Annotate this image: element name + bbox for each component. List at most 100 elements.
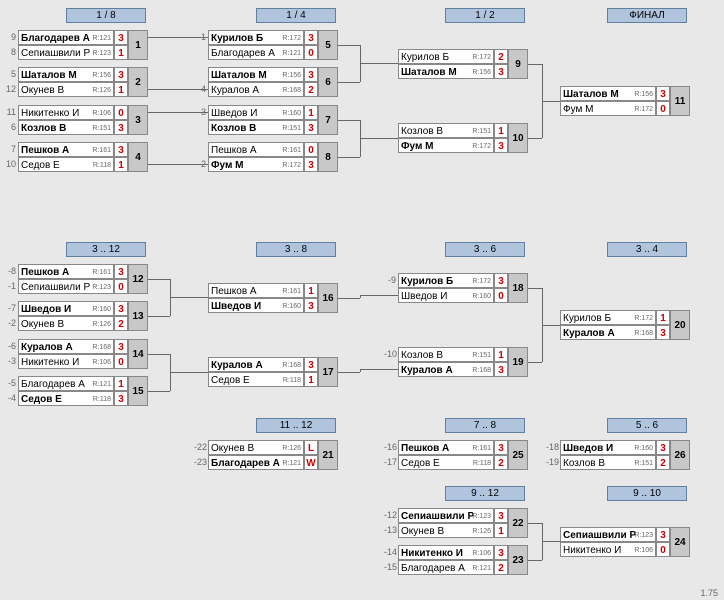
player-rating: R:156 xyxy=(282,68,301,82)
match: 710Пешков АR:1613Седов ЕR:11814 xyxy=(18,142,148,172)
player-rating: R:156 xyxy=(92,68,111,82)
match-id: 6 xyxy=(318,67,338,97)
player-score: 3 xyxy=(304,298,318,313)
seed-bottom: -4 xyxy=(4,393,16,403)
player-score: 3 xyxy=(494,273,508,288)
player-rating: R:118 xyxy=(93,392,111,406)
player-name: Сепиашвили РR:123 xyxy=(560,527,656,542)
player-score: 3 xyxy=(114,67,128,82)
seed-top: -14 xyxy=(384,547,396,557)
round-header: 3 .. 6 xyxy=(445,242,525,257)
bracket-line xyxy=(148,316,170,317)
player-score: 2 xyxy=(656,455,670,470)
player-score: 3 xyxy=(494,508,508,523)
match-id: 21 xyxy=(318,440,338,470)
bracket-line xyxy=(528,288,542,289)
player-score: 3 xyxy=(114,391,128,406)
bracket-line xyxy=(338,82,360,83)
seed-top: 11 xyxy=(4,107,16,117)
seed-bottom: -23 xyxy=(194,457,206,467)
match-id: 26 xyxy=(670,440,690,470)
round-header: 3 .. 8 xyxy=(256,242,336,257)
player-name: Пешков АR:161 xyxy=(398,440,494,455)
player-name: Пешков АR:161 xyxy=(208,142,304,157)
player-rating: R:172 xyxy=(472,139,491,153)
round-header: ФИНАЛ xyxy=(607,8,687,23)
match-id: 18 xyxy=(508,273,528,303)
player-rating: R:160 xyxy=(472,289,491,303)
player-name: Куралов АR:168 xyxy=(208,82,304,97)
player-name: Шведов ИR:160 xyxy=(560,440,656,455)
match-id: 15 xyxy=(128,376,148,406)
player-name: Никитенко ИR:106 xyxy=(560,542,656,557)
player-score: 2 xyxy=(494,560,508,575)
player-score: 1 xyxy=(656,310,670,325)
player-name: Никитенко ИR:106 xyxy=(398,545,494,560)
player-score: 0 xyxy=(494,288,508,303)
player-rating: R:161 xyxy=(92,143,111,157)
player-rating: R:168 xyxy=(634,326,653,340)
player-name: Шведов ИR:160 xyxy=(208,298,304,313)
player-rating: R:151 xyxy=(634,456,653,470)
bracket-line xyxy=(148,164,208,165)
player-name: Седов ЕR:118 xyxy=(18,157,114,172)
match: -8-1Пешков АR:1613Сепиашвили РR:123012 xyxy=(18,264,148,294)
player-name: Шведов ИR:160 xyxy=(18,301,114,316)
seed-top: -18 xyxy=(546,442,558,452)
player-name: Куралов АR:168 xyxy=(208,357,304,372)
match: Сепиашвили РR:1233Никитенко ИR:106024 xyxy=(560,527,690,557)
player-name: Седов ЕR:118 xyxy=(398,455,494,470)
player-score: 3 xyxy=(304,120,318,135)
player-name: Пешков АR:161 xyxy=(18,264,114,279)
player-rating: R:123 xyxy=(634,528,653,542)
player-rating: R:106 xyxy=(472,546,491,560)
bracket-line xyxy=(360,63,398,64)
match-id: 22 xyxy=(508,508,528,538)
player-name: Благодарев АR:121 xyxy=(18,376,114,391)
player-name: Шаталов МR:156 xyxy=(18,67,114,82)
round-header: 7 .. 8 xyxy=(445,418,525,433)
match: 1Курилов БR:1723Благодарев АR:12105 xyxy=(208,30,338,60)
seed-bottom: 6 xyxy=(4,122,16,132)
player-rating: R:172 xyxy=(282,31,301,45)
match: Шаталов МR:1563Фум МR:172011 xyxy=(560,86,690,116)
seed-top: 9 xyxy=(4,32,16,42)
match: 98Благодарев АR:1213Сепиашвили РR:12311 xyxy=(18,30,148,60)
player-name: Курилов БR:172 xyxy=(560,310,656,325)
player-score: 3 xyxy=(656,440,670,455)
player-rating: R:123 xyxy=(92,280,111,294)
match: Курилов БR:1722Шаталов МR:15639 xyxy=(398,49,528,79)
player-rating: R:118 xyxy=(93,158,111,172)
bracket-line xyxy=(148,112,208,113)
player-rating: R:172 xyxy=(472,274,491,288)
player-rating: R:121 xyxy=(92,377,111,391)
player-score: 0 xyxy=(114,105,128,120)
round-header: 9 .. 12 xyxy=(445,486,525,501)
player-rating: R:168 xyxy=(472,363,491,377)
player-name: Фум МR:172 xyxy=(208,157,304,172)
player-rating: R:126 xyxy=(92,83,111,97)
player-rating: R:168 xyxy=(282,358,301,372)
bracket-line xyxy=(338,157,360,158)
player-rating: R:126 xyxy=(92,317,111,331)
bracket-line xyxy=(338,120,360,121)
player-rating: R:160 xyxy=(92,302,111,316)
match-id: 9 xyxy=(508,49,528,79)
player-name: Пешков АR:161 xyxy=(18,142,114,157)
player-rating: R:106 xyxy=(92,355,111,369)
match-id: 24 xyxy=(670,527,690,557)
player-score: 3 xyxy=(304,157,318,172)
match-id: 17 xyxy=(318,357,338,387)
player-name: Козлов ВR:151 xyxy=(398,123,494,138)
player-rating: R:121 xyxy=(282,46,301,60)
player-name: Благодарев АR:121 xyxy=(398,560,494,575)
bracket-line xyxy=(170,297,208,298)
match-id: 16 xyxy=(318,283,338,313)
player-score: 3 xyxy=(114,30,128,45)
bracket-line xyxy=(338,45,360,46)
bracket-line xyxy=(338,298,360,299)
match: -14-15Никитенко ИR:1063Благодарев АR:121… xyxy=(398,545,528,575)
player-name: Шаталов МR:156 xyxy=(398,64,494,79)
seed-top: -5 xyxy=(4,378,16,388)
bracket-line xyxy=(148,37,208,38)
